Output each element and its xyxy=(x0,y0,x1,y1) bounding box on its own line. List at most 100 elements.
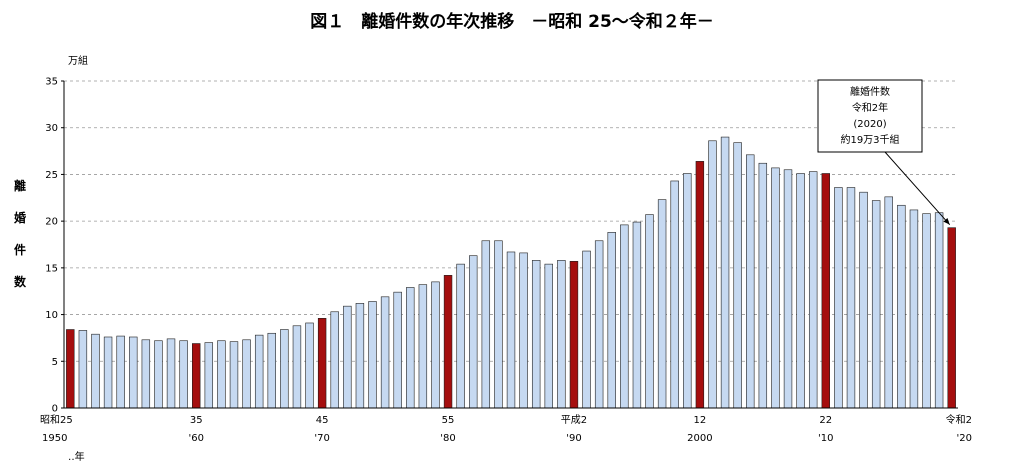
bar xyxy=(720,136,730,409)
y-axis-label: 離婚件数 xyxy=(14,178,27,289)
y-axis-label-char: 件 xyxy=(14,242,26,257)
bar xyxy=(645,214,654,409)
bar xyxy=(683,173,692,409)
x-tick-label-western: '80 xyxy=(440,433,455,444)
bar xyxy=(884,196,893,409)
unit-label: 万組 xyxy=(68,54,88,67)
bar-highlight xyxy=(569,261,579,409)
x-tick-label: 昭和25 xyxy=(40,414,73,426)
bars xyxy=(66,136,956,409)
bar xyxy=(494,240,503,409)
bar xyxy=(708,140,717,409)
x-tick-label-western: '70 xyxy=(314,433,329,444)
chart-title: 図１ 離婚件数の年次推移 －昭和 25～令和２年－ xyxy=(310,11,714,32)
annotation-text: 令和2年 xyxy=(852,101,888,114)
bar xyxy=(380,296,390,409)
bar xyxy=(103,336,113,409)
bar xyxy=(418,284,428,409)
bar xyxy=(393,291,402,409)
y-tick-label: 0 xyxy=(52,404,58,415)
annotation-text: (2020) xyxy=(853,119,886,130)
bar xyxy=(531,260,541,409)
bar-highlight xyxy=(317,318,327,409)
x-tick-label: 45 xyxy=(316,415,329,426)
y-tick-labels: 0 5 10 15 20 25 30 35 xyxy=(45,77,64,415)
bar xyxy=(292,325,302,409)
y-axis-label-char: 離 xyxy=(14,178,26,193)
bar xyxy=(343,305,352,409)
x-tick-label: 平成2 xyxy=(561,414,587,426)
bar xyxy=(129,336,138,409)
bar xyxy=(859,191,868,409)
bar xyxy=(909,209,919,409)
bar xyxy=(783,169,793,409)
x-tick-labels: 昭和25 1950 35 '60 45 '70 55 '80 平成2 '90 12 2000 22 '10… xyxy=(40,413,972,463)
bar xyxy=(519,252,528,409)
x-tick-label-western: '10 xyxy=(818,433,833,444)
axes xyxy=(63,81,958,409)
annotation-box xyxy=(817,79,923,153)
annotation-arrowhead xyxy=(943,218,950,225)
bar xyxy=(481,240,491,409)
x-tick-label: 12 xyxy=(694,415,707,426)
bar xyxy=(607,232,616,409)
y-tick-label: 15 xyxy=(45,263,58,274)
bar xyxy=(254,334,264,409)
bar xyxy=(305,322,314,409)
bar xyxy=(217,340,226,409)
y-tick-label: 5 xyxy=(52,357,58,368)
bar xyxy=(808,171,818,409)
x-tick-label-western: '60 xyxy=(188,433,203,444)
bar-highlight xyxy=(66,329,75,409)
y-tick-label: 35 xyxy=(45,77,58,88)
x-tick-label: 55 xyxy=(442,415,455,426)
bar xyxy=(406,287,415,409)
bar xyxy=(204,342,214,409)
annotation-text: 約19万3千組 xyxy=(840,133,899,146)
bar xyxy=(620,224,629,409)
bar xyxy=(758,162,768,409)
bar xyxy=(922,213,931,409)
y-axis-label-char: 数 xyxy=(14,274,27,289)
bar xyxy=(456,263,465,409)
bar xyxy=(846,187,856,409)
y-tick-label: 20 xyxy=(45,217,58,228)
bar xyxy=(355,303,365,409)
x-tick-label-western: 2000 xyxy=(687,433,712,444)
bar xyxy=(582,250,591,409)
y-tick-label: 10 xyxy=(45,310,58,321)
bar xyxy=(834,187,843,409)
bar xyxy=(116,335,125,409)
bar xyxy=(368,301,377,409)
bar xyxy=(330,311,339,409)
bar xyxy=(78,330,88,409)
y-tick-label: 30 xyxy=(45,123,58,134)
bar xyxy=(506,251,516,409)
x-tick-label: 令和2 xyxy=(946,413,972,426)
bar xyxy=(242,339,251,409)
bar xyxy=(746,154,755,409)
bar xyxy=(632,221,642,409)
bar xyxy=(557,260,566,409)
bar xyxy=(771,167,780,409)
bar xyxy=(280,329,289,409)
bar xyxy=(934,212,944,409)
bar-highlight xyxy=(192,343,201,409)
bar xyxy=(431,281,440,409)
bar xyxy=(154,340,163,409)
bar xyxy=(544,263,553,409)
bar-highlight xyxy=(947,227,956,409)
bar xyxy=(141,339,151,409)
bar xyxy=(796,173,805,409)
x-tick-label: 35 xyxy=(190,415,203,426)
x-tick-label-western: 1950 xyxy=(42,433,67,444)
bar xyxy=(594,240,604,409)
bar xyxy=(267,332,276,409)
bar xyxy=(897,204,906,409)
bar xyxy=(91,333,100,409)
bar xyxy=(166,338,176,409)
bar-highlight xyxy=(695,161,705,409)
bar xyxy=(657,199,667,409)
